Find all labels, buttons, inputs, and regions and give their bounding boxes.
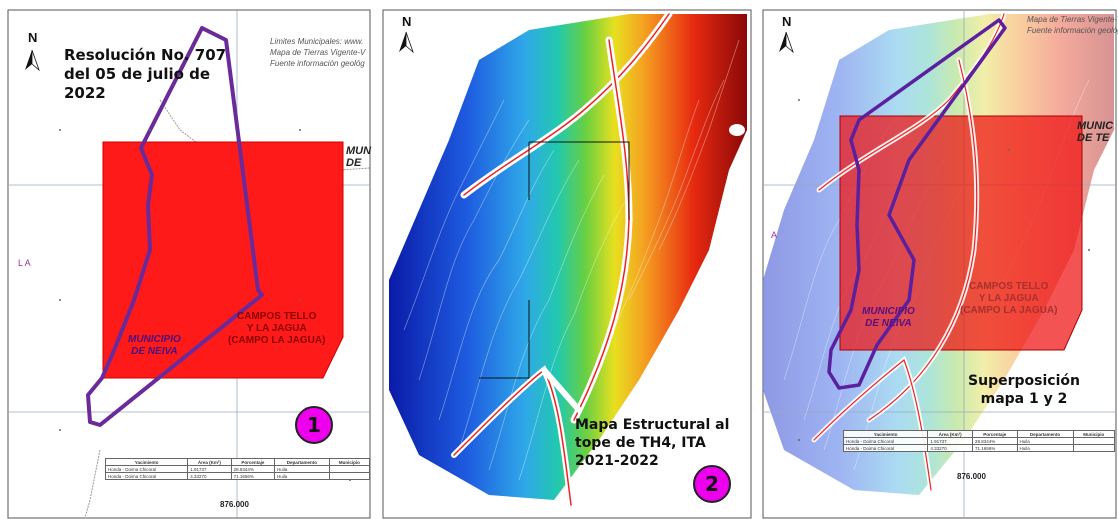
north-arrow-label-1: N (28, 30, 38, 45)
coordinate-label-1: 876.000 (220, 500, 249, 509)
map-number-badge-2: 2 (693, 465, 731, 503)
la-label-1: L A (18, 258, 31, 268)
map-panel-3: N Mapa de Tierras Vigente-Vers Fuente in… (759, 0, 1118, 519)
map-2-canvas (382, 9, 752, 519)
table-row: Honda - Doima Chicoral 4.33270 71.1656% Hui… (104, 472, 371, 480)
map-panel-2: N Mapa Estructural al tope de TH4, ITA 2… (379, 0, 755, 519)
map-1-canvas (7, 9, 371, 519)
structure-map-surface (389, 14, 747, 500)
legend-table-3: Yacimiento Área (Km²) Porcentaje Departamen… (842, 430, 1116, 452)
red-block-overlay (839, 115, 1083, 351)
map-panel-1: N Resolución No. 707 del 05 de julio de … (0, 0, 375, 519)
panel-divider-2 (755, 0, 759, 519)
municipio-neiva-label-3: MUNICIPIO DE NEIVA (862, 306, 915, 329)
municipio-neiva-label-1: MUNICIPIO DE NEIVA (128, 334, 181, 357)
purple-boundary-overlay (827, 18, 1007, 390)
purple-boundary (86, 26, 264, 427)
red-block-polygon (102, 141, 344, 379)
north-arrow-label-2: N (402, 14, 412, 29)
map-info-text-1: Limites Municipales: www. Mapa de Tierra… (270, 37, 366, 68)
north-arrow-label-3: N (782, 14, 792, 29)
map-number-badge-1: 1 (295, 406, 333, 444)
municipio-right-label-1: MUN DE (346, 145, 372, 169)
table-row: Yacimiento Área (Km²) Porcentaje Departamen… (842, 430, 1116, 438)
overlay-caption: Superposición mapa 1 y 2 (968, 373, 1080, 407)
campos-tello-label-3: CAMPOS TELLO Y LA JAGUA (CAMPO LA JAGUA) (960, 281, 1058, 316)
map-info-text-3: Mapa de Tierras Vigente-Vers Fuente info… (1027, 15, 1118, 35)
legend-table-1: Yacimiento Área (Km²) Porcentaje Departamen… (104, 458, 371, 480)
table-row: Honda - Doima Chicoral 1.91737 28.8344% Hui… (842, 437, 1116, 445)
table-row: Honda - Doima Chicoral 4.33270 71.1656% Hui… (842, 444, 1116, 452)
structural-map-caption: Mapa Estructural al tope de TH4, ITA 202… (575, 417, 730, 469)
panel-divider-1 (375, 0, 379, 519)
table-row: Honda - Doima Chicoral 1.91737 28.8344% Hui… (104, 465, 371, 473)
municipio-right-label-3: MUNIC DE TE (1077, 120, 1114, 144)
resolution-title: Resolución No. 707 del 05 de julio de 20… (64, 46, 227, 102)
block-outline (479, 141, 630, 379)
coordinate-label-3: 876.000 (957, 472, 986, 481)
campos-tello-label-1: CAMPOS TELLO Y LA JAGUA (CAMPO LA JAGUA) (228, 311, 326, 346)
table-row: Yacimiento Área (Km²) Porcentaje Departamen… (104, 458, 371, 466)
la-label-3: A (771, 230, 778, 240)
